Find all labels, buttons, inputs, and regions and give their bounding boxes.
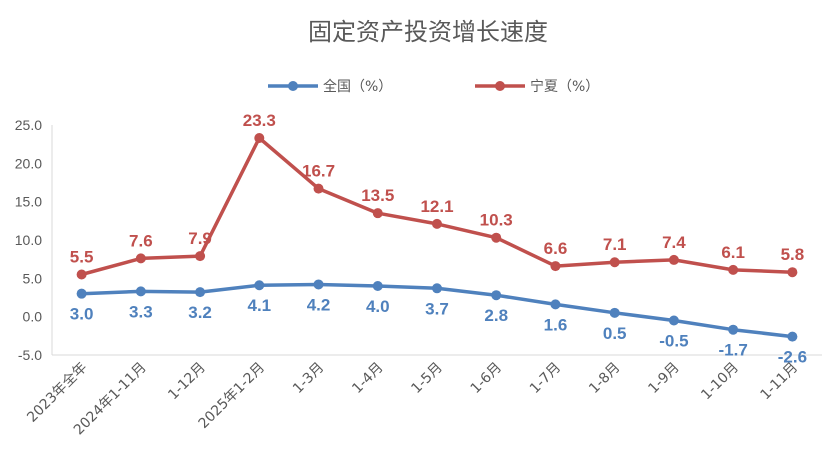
data-label: 16.7 (302, 162, 335, 181)
data-point (254, 133, 265, 144)
data-point (550, 299, 561, 310)
data-point (491, 290, 502, 301)
data-point (372, 208, 383, 219)
y-tick-label: -5.0 (18, 347, 42, 363)
data-point (787, 267, 798, 278)
data-point (254, 280, 265, 291)
data-label: 4.1 (247, 296, 271, 315)
data-label: 7.1 (603, 235, 627, 254)
y-tick-label: 20.0 (15, 155, 42, 171)
series-layer (76, 133, 798, 342)
data-point (550, 261, 561, 272)
data-label: 2.8 (484, 306, 508, 325)
data-label: 3.3 (129, 302, 153, 321)
x-tick-label: 1-4月 (349, 360, 386, 397)
data-label: 6.6 (544, 239, 568, 258)
x-tick-label: 2023年全年 (24, 359, 91, 426)
data-label: 13.5 (361, 186, 394, 205)
legend-marker-ningxia (495, 81, 505, 91)
y-tick-label: 25.0 (15, 117, 42, 133)
data-point (313, 183, 324, 194)
data-label: 4.2 (307, 295, 331, 314)
data-point (195, 287, 206, 298)
data-point (668, 315, 679, 326)
x-tick-label: 1-10月 (698, 360, 742, 404)
chart-title: 固定资产投资增长速度 (308, 18, 548, 46)
legend-marker-national (288, 81, 298, 91)
data-label: 10.3 (480, 211, 513, 230)
data-point (491, 232, 502, 243)
data-point (787, 331, 798, 342)
legend-label-national: 全国（%） (323, 78, 392, 95)
data-point (728, 264, 739, 275)
data-label: 1.6 (544, 315, 568, 334)
y-tick-label: 5.0 (23, 270, 43, 286)
data-label: 7.6 (129, 231, 153, 250)
data-point (728, 324, 739, 335)
data-label: 3.7 (425, 299, 449, 318)
y-tick-label: 10.0 (15, 232, 42, 248)
data-label: 23.3 (243, 111, 276, 130)
data-point (76, 269, 87, 280)
data-point (609, 257, 620, 268)
data-label: 0.5 (603, 324, 627, 343)
data-point (313, 279, 324, 290)
data-point (372, 281, 383, 291)
data-labels: 3.0 3.3 3.2 4.1 4.2 4.0 3.7 2.8 1.6 0.5 -0.5 -1.7 -2… (70, 111, 807, 367)
data-label: -2.6 (778, 348, 807, 367)
data-point (432, 283, 442, 294)
data-point (609, 307, 620, 318)
data-label: 3.2 (188, 303, 212, 322)
data-label: 5.8 (781, 245, 805, 264)
legend-label-ningxia: 宁夏（%） (530, 78, 599, 95)
data-label: 6.1 (721, 243, 745, 262)
y-tick-label: 0.0 (23, 309, 43, 325)
x-tick-label: 1-3月 (290, 360, 327, 397)
data-label: 12.1 (420, 197, 453, 216)
data-point (135, 253, 146, 264)
data-point (668, 254, 679, 265)
y-axis-ticks: 25.0 20.0 15.0 10.0 5.0 0.0 -5.0 (15, 117, 42, 363)
data-point (195, 251, 206, 262)
data-point (135, 286, 146, 297)
x-tick-label: 1-5月 (408, 360, 445, 397)
data-label: 3.0 (70, 305, 94, 324)
data-point (76, 288, 87, 299)
data-label: 7.9 (188, 229, 212, 248)
x-tick-label: 1-6月 (468, 360, 505, 397)
x-tick-label: 1-8月 (586, 360, 623, 397)
y-tick-label: 15.0 (15, 194, 42, 210)
x-tick-label: 1-12月 (165, 360, 209, 404)
data-label: -1.7 (719, 341, 748, 360)
data-label: 4.0 (366, 297, 390, 316)
x-tick-label: 1-9月 (645, 360, 682, 397)
data-label: 5.5 (70, 248, 94, 267)
data-point (432, 218, 442, 229)
data-label: -0.5 (659, 332, 688, 351)
legend: 全国（%） 宁夏（%） (268, 78, 599, 95)
data-label: 7.4 (662, 233, 686, 252)
x-tick-label: 1-7月 (527, 360, 564, 397)
